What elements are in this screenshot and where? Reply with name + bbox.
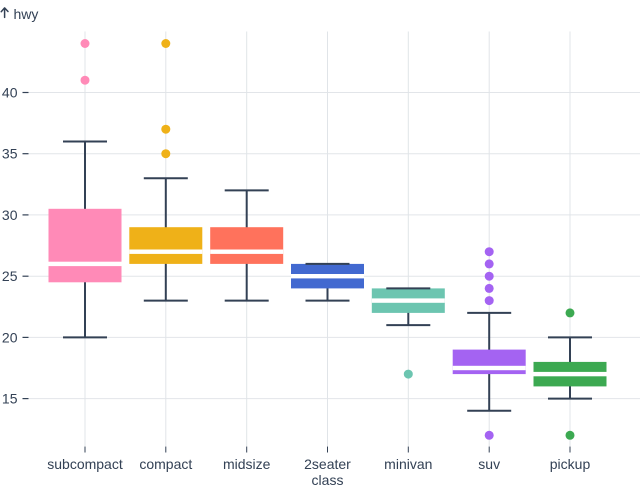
svg-text:class: class	[312, 472, 344, 488]
svg-text:subcompact: subcompact	[47, 456, 123, 472]
svg-text:15: 15	[2, 391, 18, 407]
svg-text:20: 20	[2, 329, 18, 345]
svg-text:40: 40	[2, 85, 18, 101]
svg-text:25: 25	[2, 268, 18, 284]
svg-text:pickup: pickup	[550, 456, 591, 472]
svg-text:35: 35	[2, 146, 18, 162]
svg-text:30: 30	[2, 207, 18, 223]
svg-text:suv: suv	[478, 456, 500, 472]
svg-text:compact: compact	[139, 456, 192, 472]
svg-text:hwy: hwy	[14, 6, 39, 22]
svg-text:2seater: 2seater	[304, 456, 351, 472]
svg-text:minivan: minivan	[384, 456, 432, 472]
svg-text:midsize: midsize	[223, 456, 271, 472]
